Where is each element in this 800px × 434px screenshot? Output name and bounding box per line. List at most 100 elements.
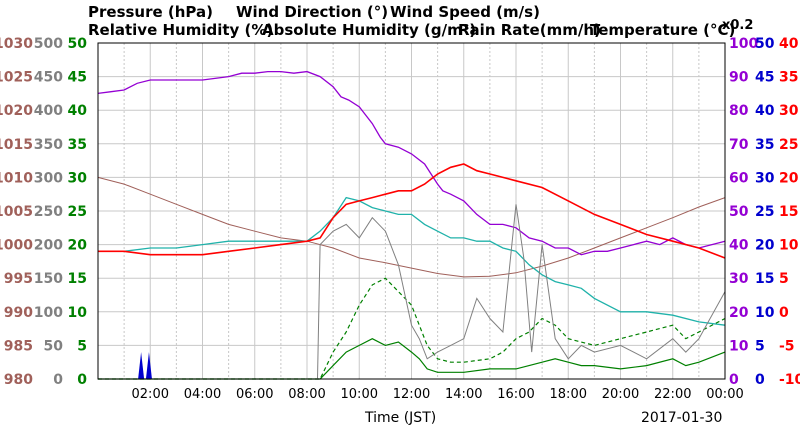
y-tick-relative-humidity: 0	[729, 372, 739, 388]
y-tick-relative-humidity: 10	[729, 338, 749, 354]
y-tick-wind-speed: 0	[77, 372, 87, 388]
legend-relative-humidity: Relative Humidity (%)	[88, 21, 274, 39]
y-tick-rain-rate: 30	[755, 170, 775, 186]
y-tick-wind-speed: 15	[68, 271, 87, 287]
legend-pressure: Pressure (hPa)	[88, 3, 213, 21]
y-tick-rain-rate: 45	[755, 70, 774, 86]
y-tick-relative-humidity: 40	[729, 238, 749, 254]
x-tick-label: 06:00	[236, 387, 273, 402]
y-tick-pressure: 1005	[0, 204, 33, 220]
y-tick-wind-direction: 100	[34, 305, 63, 321]
x-tick-label: 02:00	[132, 387, 169, 402]
x-tick-label: 08:00	[288, 387, 325, 402]
series-layer	[97, 70, 726, 380]
rain-rate-bar	[145, 352, 152, 379]
y-tick-temperature: 30	[779, 103, 799, 119]
x-tick-label: 18:00	[550, 387, 587, 402]
y-tick-relative-humidity: 80	[729, 103, 749, 119]
series-line-6	[98, 277, 726, 380]
y-tick-relative-humidity: 70	[729, 137, 749, 153]
y-tick-rain-rate: 50	[755, 36, 775, 52]
y-tick-rain-rate: 20	[755, 238, 775, 254]
y-tick-wind-speed: 45	[68, 70, 87, 86]
legend-wind-speed: Wind Speed (m/s)	[390, 3, 540, 21]
plot-frame	[97, 42, 726, 380]
x-tick-label: 14:00	[445, 387, 482, 402]
y-tick-pressure: 980	[4, 372, 33, 388]
y-tick-wind-speed: 10	[68, 305, 88, 321]
y-tick-wind-speed: 40	[68, 103, 88, 119]
chart-date: 2017-01-30	[641, 410, 723, 426]
y-tick-temperature: 20	[779, 170, 799, 186]
y-tick-wind-direction: 300	[34, 170, 63, 186]
y-tick-relative-humidity: 20	[729, 305, 749, 321]
y-tick-rain-rate: 0	[755, 372, 765, 388]
y-tick-wind-direction: 150	[34, 271, 63, 287]
y-tick-wind-direction: 200	[34, 238, 63, 254]
y-tick-wind-direction: 250	[34, 204, 63, 220]
x-tick-label: 10:00	[341, 387, 378, 402]
x-tick-label: 00:00	[706, 387, 743, 402]
y-tick-temperature: 25	[779, 137, 798, 153]
y-tick-relative-humidity: 50	[729, 204, 749, 220]
y-tick-temperature: 5	[779, 271, 789, 287]
scale-note: x0.2	[722, 18, 754, 33]
y-tick-rain-rate: 35	[755, 137, 774, 153]
y-tick-wind-speed: 20	[68, 238, 88, 254]
y-tick-temperature: -5	[779, 338, 795, 354]
y-tick-rain-rate: 5	[755, 338, 765, 354]
y-tick-temperature: 15	[779, 204, 798, 220]
legend-rain-rate: Rain Rate(mm/h)	[458, 21, 601, 39]
y-axes: 9809859909951000100510101015102010251030…	[0, 36, 800, 388]
y-tick-pressure: 1010	[0, 170, 33, 186]
y-tick-temperature: 10	[779, 238, 799, 254]
y-tick-relative-humidity: 90	[729, 70, 749, 86]
x-tick-label: 04:00	[184, 387, 221, 402]
y-tick-pressure: 1025	[0, 70, 33, 86]
legend-wind-direction: Wind Direction (°)	[236, 3, 389, 21]
series-line-5	[98, 338, 726, 380]
y-tick-wind-speed: 25	[68, 204, 87, 220]
x-tick-label: 20:00	[602, 387, 639, 402]
y-tick-wind-speed: 50	[68, 36, 88, 52]
y-tick-rain-rate: 10	[755, 305, 775, 321]
y-tick-wind-direction: 500	[34, 36, 63, 52]
y-tick-temperature: 35	[779, 70, 798, 86]
y-tick-wind-speed: 5	[77, 338, 87, 354]
series-line-4	[98, 163, 726, 259]
y-tick-pressure: 985	[4, 338, 33, 354]
grid-lines	[98, 43, 725, 379]
y-tick-relative-humidity: 100	[729, 36, 758, 52]
y-tick-wind-direction: 400	[34, 103, 63, 119]
x-tick-label: 16:00	[497, 387, 534, 402]
y-tick-temperature: 0	[779, 305, 789, 321]
y-tick-rain-rate: 25	[755, 204, 774, 220]
y-tick-pressure: 995	[4, 271, 33, 287]
y-tick-wind-speed: 30	[68, 170, 88, 186]
x-axis: 02:00 04:00 06:00 08:00 10:00 12:00 14:00 16:00…	[132, 387, 744, 402]
series-line-3	[98, 196, 726, 326]
x-axis-label: Time (JST)	[365, 410, 437, 426]
y-tick-temperature: -10	[779, 372, 800, 388]
y-tick-wind-direction: 450	[34, 70, 63, 86]
series-line-1	[97, 176, 726, 278]
rain-rate-bar	[138, 352, 145, 379]
x-tick-label: 12:00	[393, 387, 430, 402]
y-tick-rain-rate: 15	[755, 271, 774, 287]
y-tick-pressure: 1030	[0, 36, 33, 52]
y-tick-wind-direction: 350	[34, 137, 63, 153]
y-tick-wind-direction: 50	[44, 338, 64, 354]
series-line-2	[97, 70, 726, 256]
y-tick-wind-direction: 0	[53, 372, 63, 388]
y-tick-relative-humidity: 30	[729, 271, 749, 287]
y-tick-relative-humidity: 60	[729, 170, 749, 186]
y-tick-pressure: 990	[4, 305, 33, 321]
legend-temperature: Temperature (°C)	[590, 21, 736, 39]
y-tick-wind-speed: 35	[68, 137, 87, 153]
x-tick-label: 22:00	[654, 387, 691, 402]
series-line-7	[98, 204, 726, 380]
